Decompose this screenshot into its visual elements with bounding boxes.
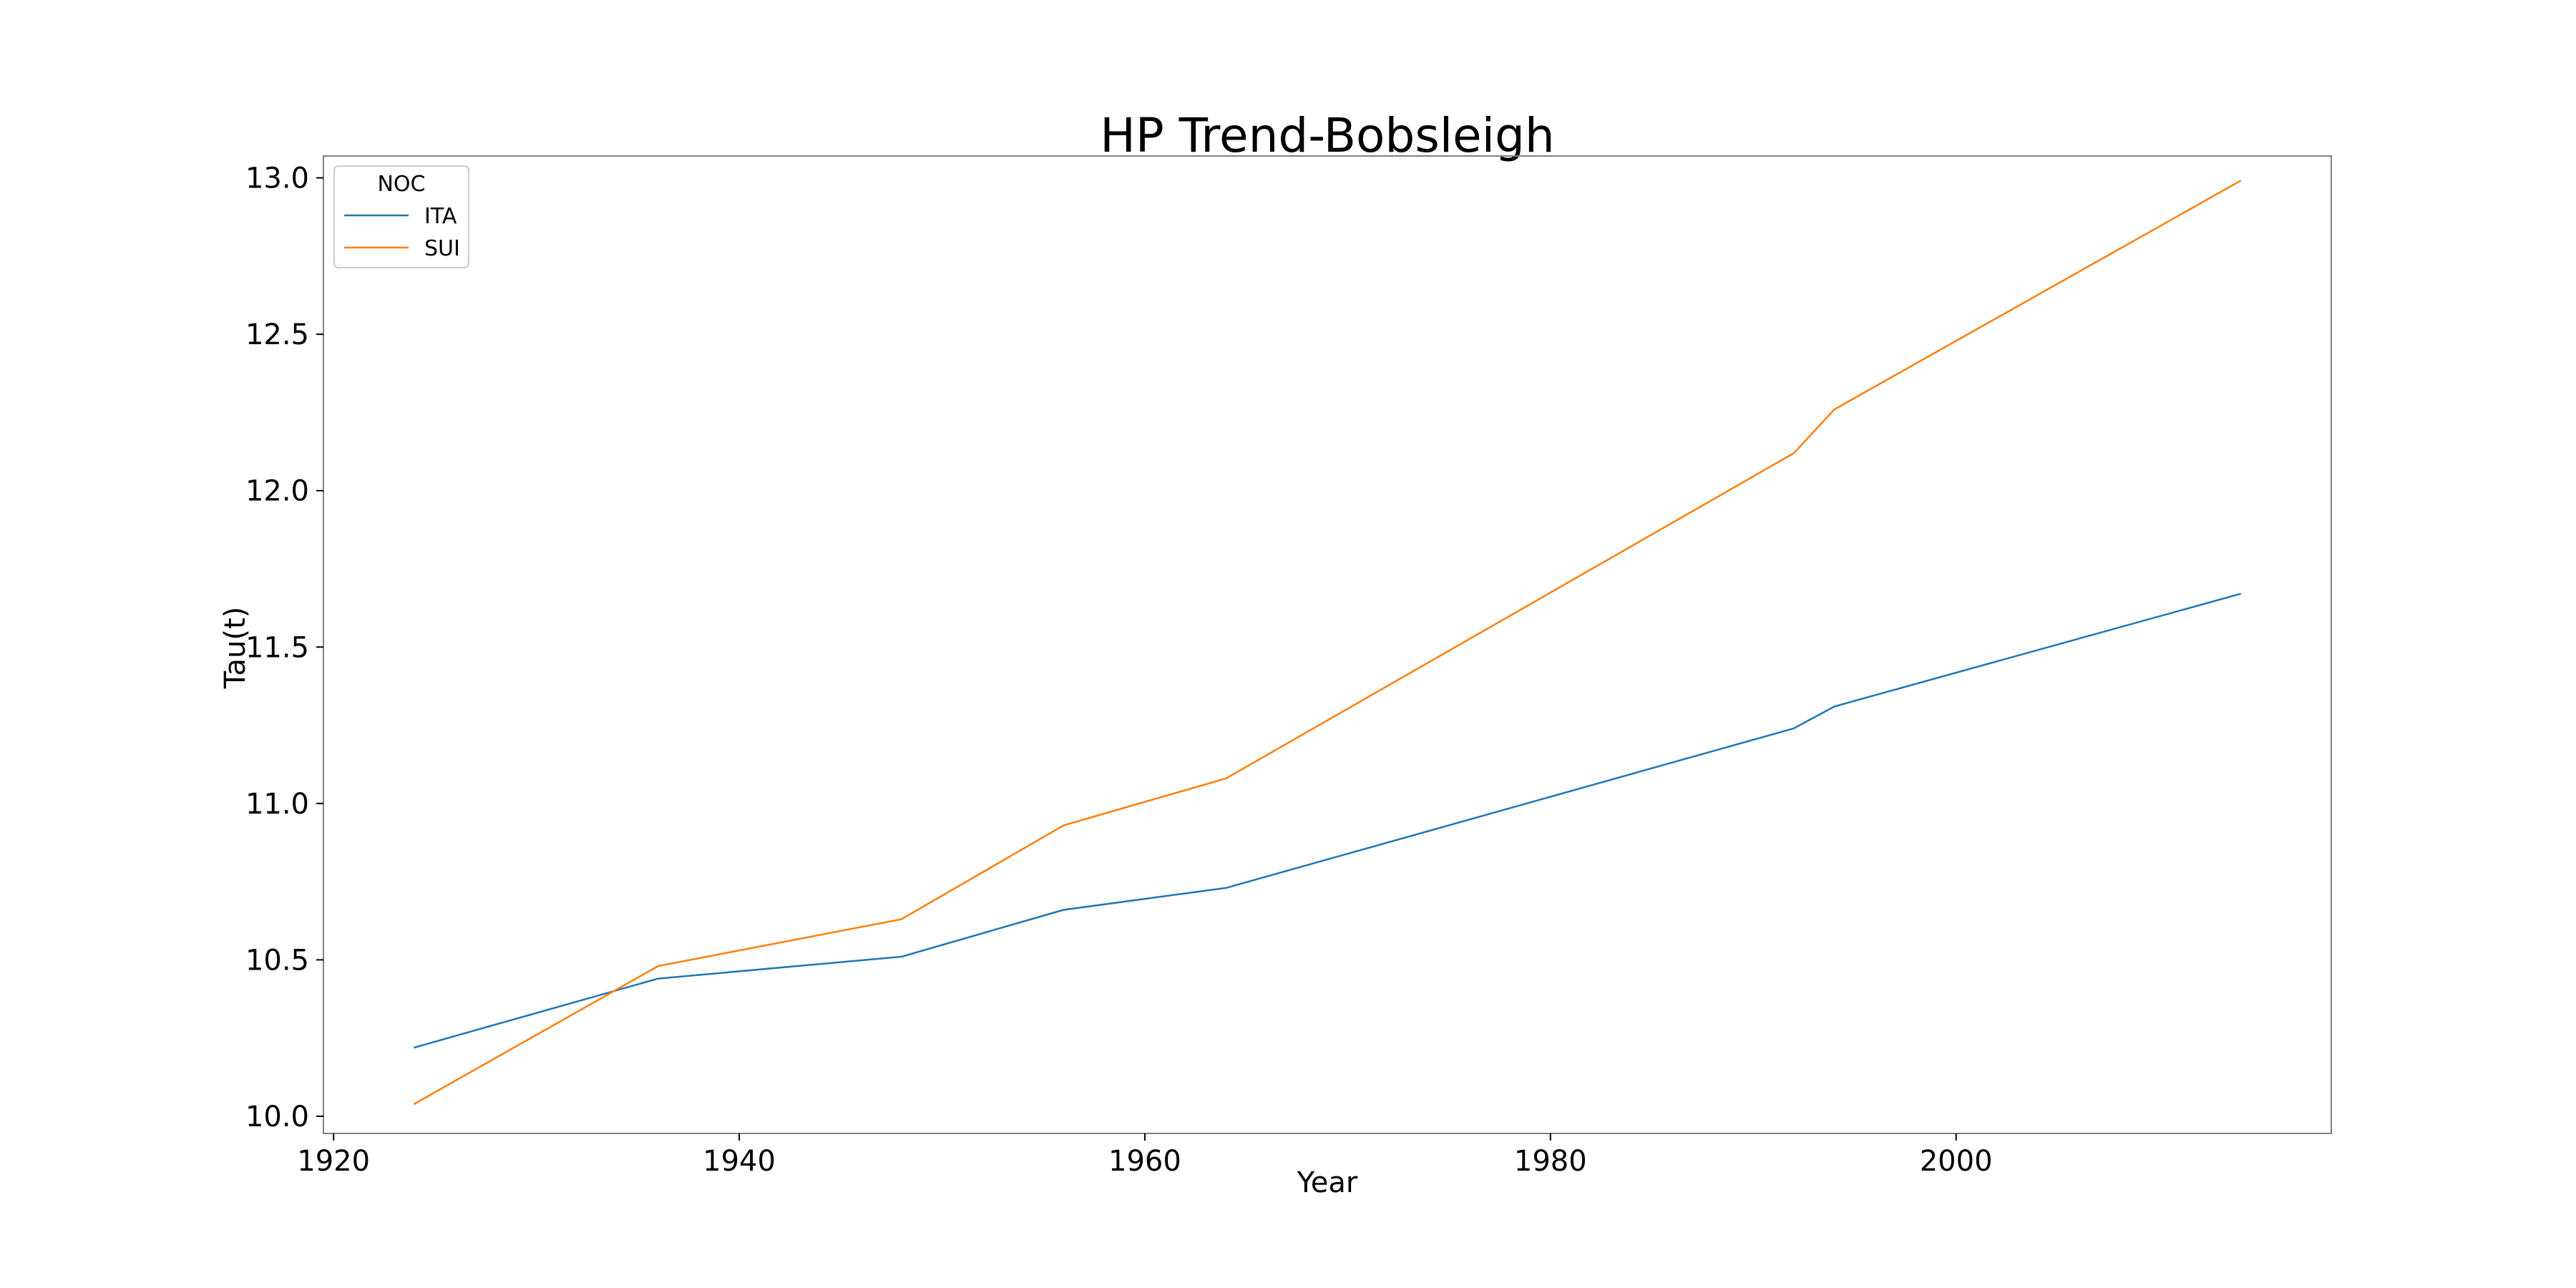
legend-title: NOC	[377, 172, 425, 197]
x-tick-label: 1960	[1108, 1145, 1181, 1178]
legend: NOC ITA SUI	[333, 165, 469, 268]
y-tick-label: 11.5	[245, 631, 309, 664]
x-tick-label: 1920	[297, 1145, 370, 1178]
series-line-sui	[413, 180, 2242, 1106]
x-tick-label: 1980	[1514, 1145, 1587, 1178]
y-tick-label: 10.5	[245, 944, 309, 977]
series-layer	[413, 180, 2242, 1106]
legend-label-ita: ITA	[424, 204, 457, 229]
x-axis-label: Year	[1297, 1166, 1358, 1199]
y-tick-label: 12.5	[245, 318, 309, 351]
series-line-ita	[413, 592, 2242, 1049]
x-tick-label: 1940	[703, 1145, 776, 1178]
x-tick-label: 2000	[1920, 1145, 1993, 1178]
legend-entries: ITA SUI	[344, 204, 460, 261]
chart-title: HP Trend-Bobsleigh	[1100, 108, 1554, 163]
legend-box	[333, 165, 469, 268]
x-axis: 1920 1940 1960 1980 2000	[297, 1133, 1993, 1178]
y-axis: 10.0 10.5 11.0 11.5 12.0 12.5 13.0	[245, 162, 323, 1133]
y-tick-label: 10.0	[245, 1101, 309, 1133]
legend-label-sui: SUI	[424, 236, 460, 261]
y-tick-label: 11.0	[245, 788, 309, 821]
y-tick-label: 12.0	[245, 475, 309, 508]
y-tick-label: 13.0	[245, 162, 309, 195]
y-axis-label: Tau(t)	[219, 607, 252, 690]
plot-frame	[323, 155, 2332, 1134]
